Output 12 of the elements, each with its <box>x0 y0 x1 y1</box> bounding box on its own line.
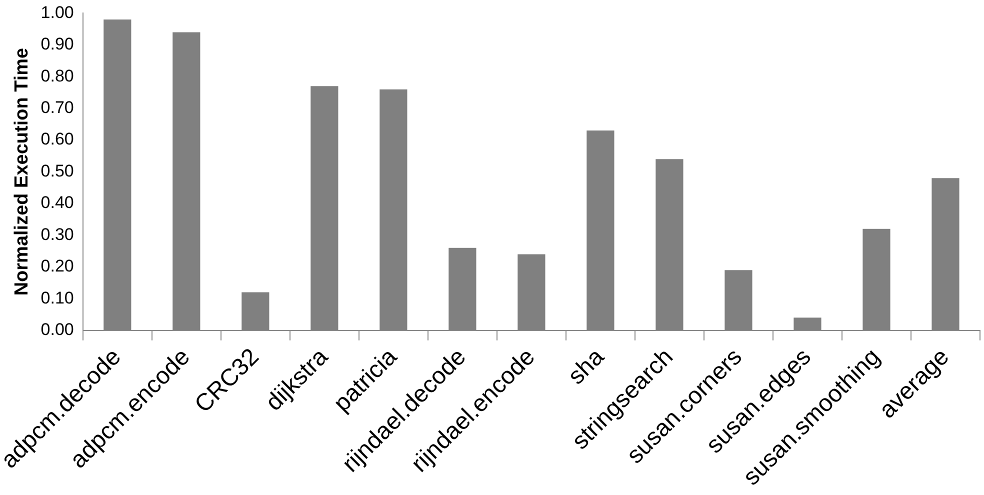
y-tick-label: 0.70 <box>40 98 74 118</box>
y-tick-label: 0.10 <box>40 288 74 308</box>
y-tick-label: 0.60 <box>40 130 74 149</box>
y-tick-label: 0.40 <box>40 193 74 212</box>
y-tick-label: 0.30 <box>40 224 74 244</box>
y-tick-label: 1.00 <box>40 2 74 22</box>
y-tick-label: 0.50 <box>40 161 74 180</box>
y-tick-label: 0.80 <box>40 66 74 86</box>
y-axis-title: Normalized Execution Time <box>12 48 33 296</box>
y-tick-label: 0.20 <box>40 256 74 276</box>
y-tick-label: 0.90 <box>40 34 74 54</box>
y-tick-label: 0.00 <box>40 320 74 340</box>
